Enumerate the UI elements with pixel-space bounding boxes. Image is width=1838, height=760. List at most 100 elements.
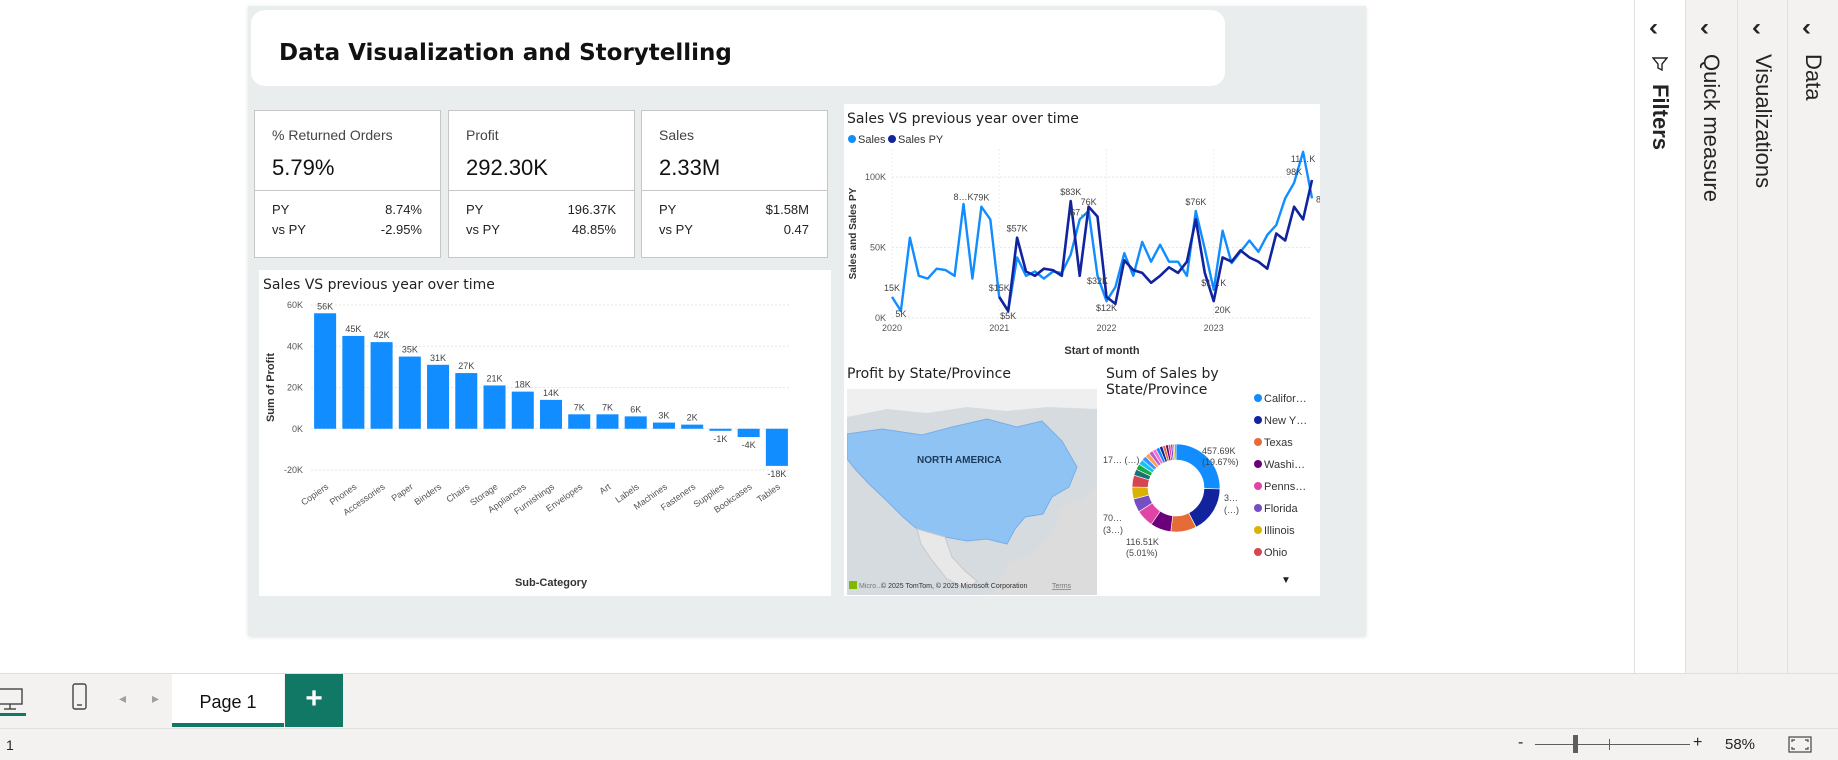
tab-page-1[interactable]: Page 1 — [172, 674, 284, 727]
data-label: 45K — [345, 324, 361, 334]
kpi-vs-value: -2.95% — [380, 222, 422, 237]
title-card: Data Visualization and Storytelling — [251, 10, 1225, 86]
zoom-slider-thumb[interactable] — [1573, 735, 1578, 753]
legend-scroll-down-icon[interactable]: ▼ — [1281, 575, 1291, 586]
visual-title: Sales VS previous year over time — [263, 277, 495, 293]
legend-marker-sales-py — [888, 135, 896, 143]
visual-title: Profit by State/Province — [847, 366, 1011, 382]
donut-chart-visual[interactable]: Sum of Sales by State/Province 457.69K (1… — [1098, 358, 1320, 596]
data-label: 76K — [1081, 197, 1097, 207]
visualizations-pane[interactable]: ‹‹ Visualizations — [1737, 0, 1787, 673]
callout-label: 457.69K — [1202, 446, 1236, 456]
next-page-icon[interactable]: ▸ — [152, 690, 160, 706]
legend-marker — [1254, 504, 1262, 512]
series-line-sales — [890, 150, 1314, 313]
previous-page-icon[interactable]: ◂ — [119, 690, 127, 706]
zoom-slider-track[interactable] — [1535, 744, 1690, 745]
visualizations-label: Visualizations — [1751, 54, 1776, 189]
callout-label: (5.01%) — [1126, 548, 1158, 558]
data-label: $1…K — [1201, 278, 1226, 288]
quick-measure-label: Quick measure — [1699, 54, 1724, 202]
x-tick-label: Binders — [412, 481, 443, 507]
zoom-level: 58% — [1725, 736, 1756, 753]
zoom-out-button[interactable]: - — [1518, 734, 1524, 751]
callout-label: (…) — [1224, 505, 1239, 515]
kpi-py-label: PY — [659, 202, 677, 217]
bar — [511, 391, 534, 429]
map-visual[interactable]: Profit by State/Province NORTH AMERICA M… — [844, 358, 1098, 596]
add-page-button[interactable]: + — [285, 674, 343, 727]
data-label: $7… — [1070, 207, 1089, 217]
data-label: Data — [1801, 54, 1826, 101]
map-terms-link[interactable]: Terms — [1052, 583, 1072, 590]
quick-measure-pane[interactable]: ‹‹ Quick measure — [1685, 0, 1737, 673]
donut-chart: 457.69K(19.67%) 17… (…) 70… (3…)116.51K(5.0… — [1103, 393, 1307, 559]
series-line-sales-py — [998, 179, 1314, 313]
x-axis-title: Start of month — [1064, 345, 1139, 357]
legend-marker — [1254, 460, 1262, 468]
bar — [370, 342, 393, 429]
kpi-card-sales[interactable]: Sales 2.33M PY $1.58M vs PY 0.47 — [641, 110, 828, 258]
data-label: 5K — [895, 309, 906, 319]
x-tick-label: 2021 — [989, 323, 1009, 333]
data-label: 2K — [687, 413, 698, 423]
x-tick-label: Chairs — [444, 481, 471, 504]
x-tick-label: 2023 — [1204, 323, 1224, 333]
x-tick-label: Paper — [390, 481, 415, 503]
filters-pane[interactable]: ‹‹ Filters — [1634, 0, 1685, 673]
legend-label-sales-py: Sales PY — [898, 134, 944, 146]
mobile-layout-icon[interactable] — [70, 682, 90, 712]
kpi-name: Profit — [466, 127, 499, 143]
page-tabs-bar: ◂ ▸ Page 1 + — [0, 673, 1838, 728]
fit-to-page-icon[interactable] — [1788, 736, 1812, 754]
y-tick-label: 40K — [287, 341, 303, 351]
map-canvas[interactable]: NORTH AMERICA Micro… © 2025 TomTom, © 20… — [847, 389, 1097, 595]
x-tick-label: 2022 — [1096, 323, 1116, 333]
y-tick-label: 20K — [287, 383, 303, 393]
data-label: 3K — [658, 411, 669, 421]
expand-data-icon[interactable]: ‹‹ — [1802, 14, 1811, 41]
divider — [449, 190, 634, 191]
expand-filters-icon[interactable]: ‹‹ — [1649, 14, 1658, 41]
microsoft-logo-icon — [849, 581, 857, 589]
data-label: -4K — [742, 440, 756, 450]
donut-slice — [1188, 488, 1221, 528]
data-label: 15K — [884, 283, 900, 293]
kpi-py-label: PY — [466, 202, 484, 217]
report-page: Data Visualization and Storytelling % Re… — [248, 6, 1366, 636]
line-chart-visual[interactable]: Sales VS previous year over time Sales Sa… — [844, 104, 1320, 358]
legend-label: Califor… — [1264, 393, 1307, 405]
desktop-layout-icon[interactable] — [0, 686, 28, 716]
kpi-card-profit[interactable]: Profit 292.30K PY 196.37K vs PY 48.85% — [448, 110, 635, 258]
bar — [596, 414, 619, 429]
zoom-in-button[interactable]: + — [1693, 734, 1703, 751]
kpi-value: 5.79% — [272, 155, 335, 180]
legend-label: Texas — [1264, 437, 1293, 449]
map-attribution: © 2025 TomTom, © 2025 Microsoft Corporat… — [881, 582, 1027, 590]
x-tick-label: Tables — [755, 481, 782, 504]
callout-label: (3…) — [1103, 525, 1123, 535]
divider — [255, 190, 440, 191]
expand-visualizations-icon[interactable]: ‹‹ — [1752, 14, 1761, 41]
kpi-py-value: 8.74% — [385, 202, 422, 217]
legend-label: Ohio — [1264, 547, 1287, 559]
y-axis-title: Sales and Sales PY — [848, 187, 859, 279]
kpi-vs-label: vs PY — [272, 222, 306, 237]
kpi-card-returned-orders[interactable]: % Returned Orders 5.79% PY 8.74% vs PY -… — [254, 110, 441, 258]
report-canvas: Data Visualization and Storytelling % Re… — [248, 6, 1366, 636]
y-tick-label: 60K — [287, 300, 303, 310]
data-label: 7K — [602, 402, 613, 412]
tab-label: Page 1 — [199, 692, 257, 712]
report-title: Data Visualization and Storytelling — [279, 40, 732, 66]
bar-chart-visual[interactable]: Sales VS previous year over time 60K 40K 2… — [259, 270, 831, 596]
expand-quick-measure-icon[interactable]: ‹‹ — [1700, 14, 1709, 41]
data-label: 20K — [1215, 305, 1231, 315]
data-pane[interactable]: ‹‹ Data — [1787, 0, 1838, 673]
callout-label: 17… (…) — [1103, 455, 1140, 465]
bar — [652, 422, 675, 429]
map-brand: Micro… — [859, 583, 883, 590]
y-axis-title: Sum of Profit — [265, 353, 277, 422]
bar — [483, 385, 506, 429]
data-label: 98K — [1286, 167, 1302, 177]
